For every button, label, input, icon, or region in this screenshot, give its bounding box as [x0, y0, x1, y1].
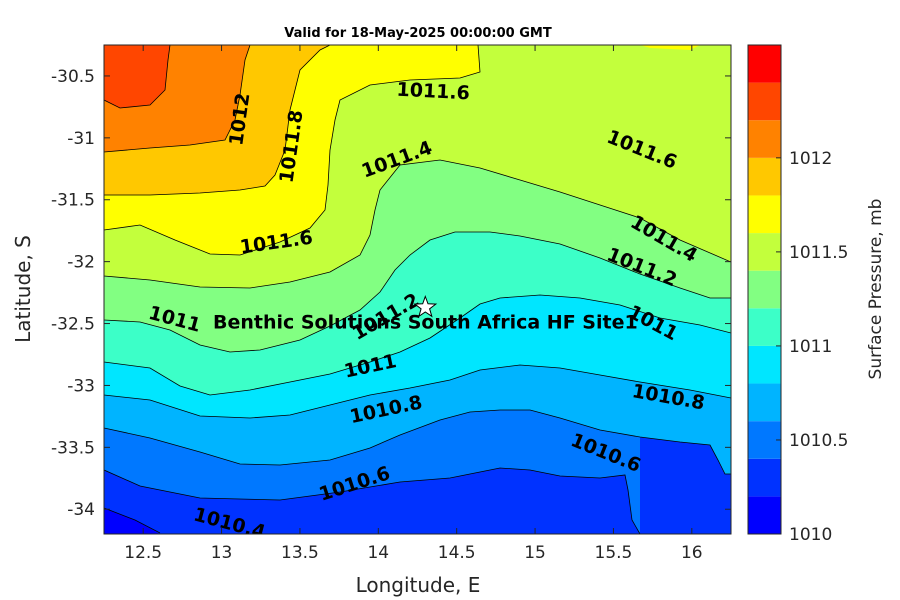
isoline	[104, 364, 731, 419]
colorbar-swatch	[748, 120, 781, 158]
y-axis-ticks: -30.5 -31 -31.5 -32 -32.5 -33 -33.5 -34	[51, 67, 731, 520]
isoline	[104, 159, 731, 289]
x-axis-label: Longitude, E	[356, 573, 481, 597]
colorbar-tick-label: 1011.5	[789, 243, 848, 263]
contour-label: 1011.6	[396, 79, 470, 105]
isolines	[104, 45, 731, 534]
band-1012.2	[104, 45, 170, 108]
isoline	[104, 45, 481, 256]
x-tick-label: 14	[367, 543, 389, 563]
colorbar-swatch	[748, 345, 781, 384]
x-tick-label: 15	[524, 543, 546, 563]
isoline	[104, 467, 641, 534]
x-tick-label: 12.5	[124, 543, 162, 563]
x-tick-label: 13.5	[281, 543, 319, 563]
band-1011.6-patch	[640, 45, 700, 50]
plot-frame	[103, 44, 732, 535]
colorbar-swatch	[748, 458, 781, 497]
x-tick-label: 13	[211, 543, 233, 563]
colorbar-tick-label: 1011	[789, 337, 832, 357]
colorbar-ticks: 1010 1010.5 1011 1011.5 1012	[776, 149, 848, 545]
colorbar	[747, 44, 782, 535]
y-tick-label: -33.5	[51, 438, 95, 458]
colorbar-swatch	[748, 421, 781, 459]
isoline	[104, 409, 731, 475]
y-tick-label: -30.5	[51, 67, 95, 87]
x-tick-label: 15.5	[595, 543, 633, 563]
y-tick-label: -32	[67, 253, 95, 273]
isoline	[104, 45, 331, 196]
colorbar-swatch	[748, 383, 781, 422]
colorbar-swatch	[748, 45, 781, 83]
isoline	[104, 231, 731, 353]
pressure-bands	[104, 45, 731, 534]
site-marker	[413, 295, 438, 318]
colorbar-tick-label: 1010	[789, 525, 832, 545]
chart-title: Valid for 18-May-2025 00:00:00 GMT	[284, 26, 552, 41]
colorbar-swatch	[748, 270, 781, 309]
y-tick-label: -34	[67, 500, 95, 520]
y-tick-label: -32.5	[51, 315, 95, 335]
colorbar-frame	[747, 44, 782, 535]
y-axis-label: Latitude, S	[11, 235, 35, 343]
colorbar-swatch	[748, 195, 781, 234]
isoline	[104, 294, 731, 396]
x-tick-label: 14.5	[438, 543, 476, 563]
isoline	[104, 45, 171, 109]
y-tick-label: -31.5	[51, 191, 95, 211]
site-star-icon	[413, 295, 438, 318]
colorbar-tick-label: 1012	[789, 149, 832, 169]
colorbar-label: Surface Pressure, mb	[866, 199, 886, 380]
colorbar-swatch	[748, 233, 781, 271]
colorbar-swatch	[748, 157, 781, 196]
y-tick-label: -31	[67, 129, 95, 149]
colorbar-swatch	[748, 82, 781, 121]
site-label: Benthic Solutions South Africa HF Site1	[213, 311, 638, 333]
isoline	[104, 45, 251, 153]
x-axis-ticks: 12.5 13 13.5 14 14.5 15 15.5 16	[124, 45, 703, 563]
colorbar-swatch	[748, 308, 781, 346]
y-tick-label: -33	[67, 376, 95, 396]
colorbar-swatch	[748, 496, 781, 534]
colorbar-tick-label: 1010.5	[789, 431, 848, 451]
isoline	[104, 507, 161, 534]
band-1010	[104, 508, 160, 534]
x-tick-label: 16	[681, 543, 703, 563]
